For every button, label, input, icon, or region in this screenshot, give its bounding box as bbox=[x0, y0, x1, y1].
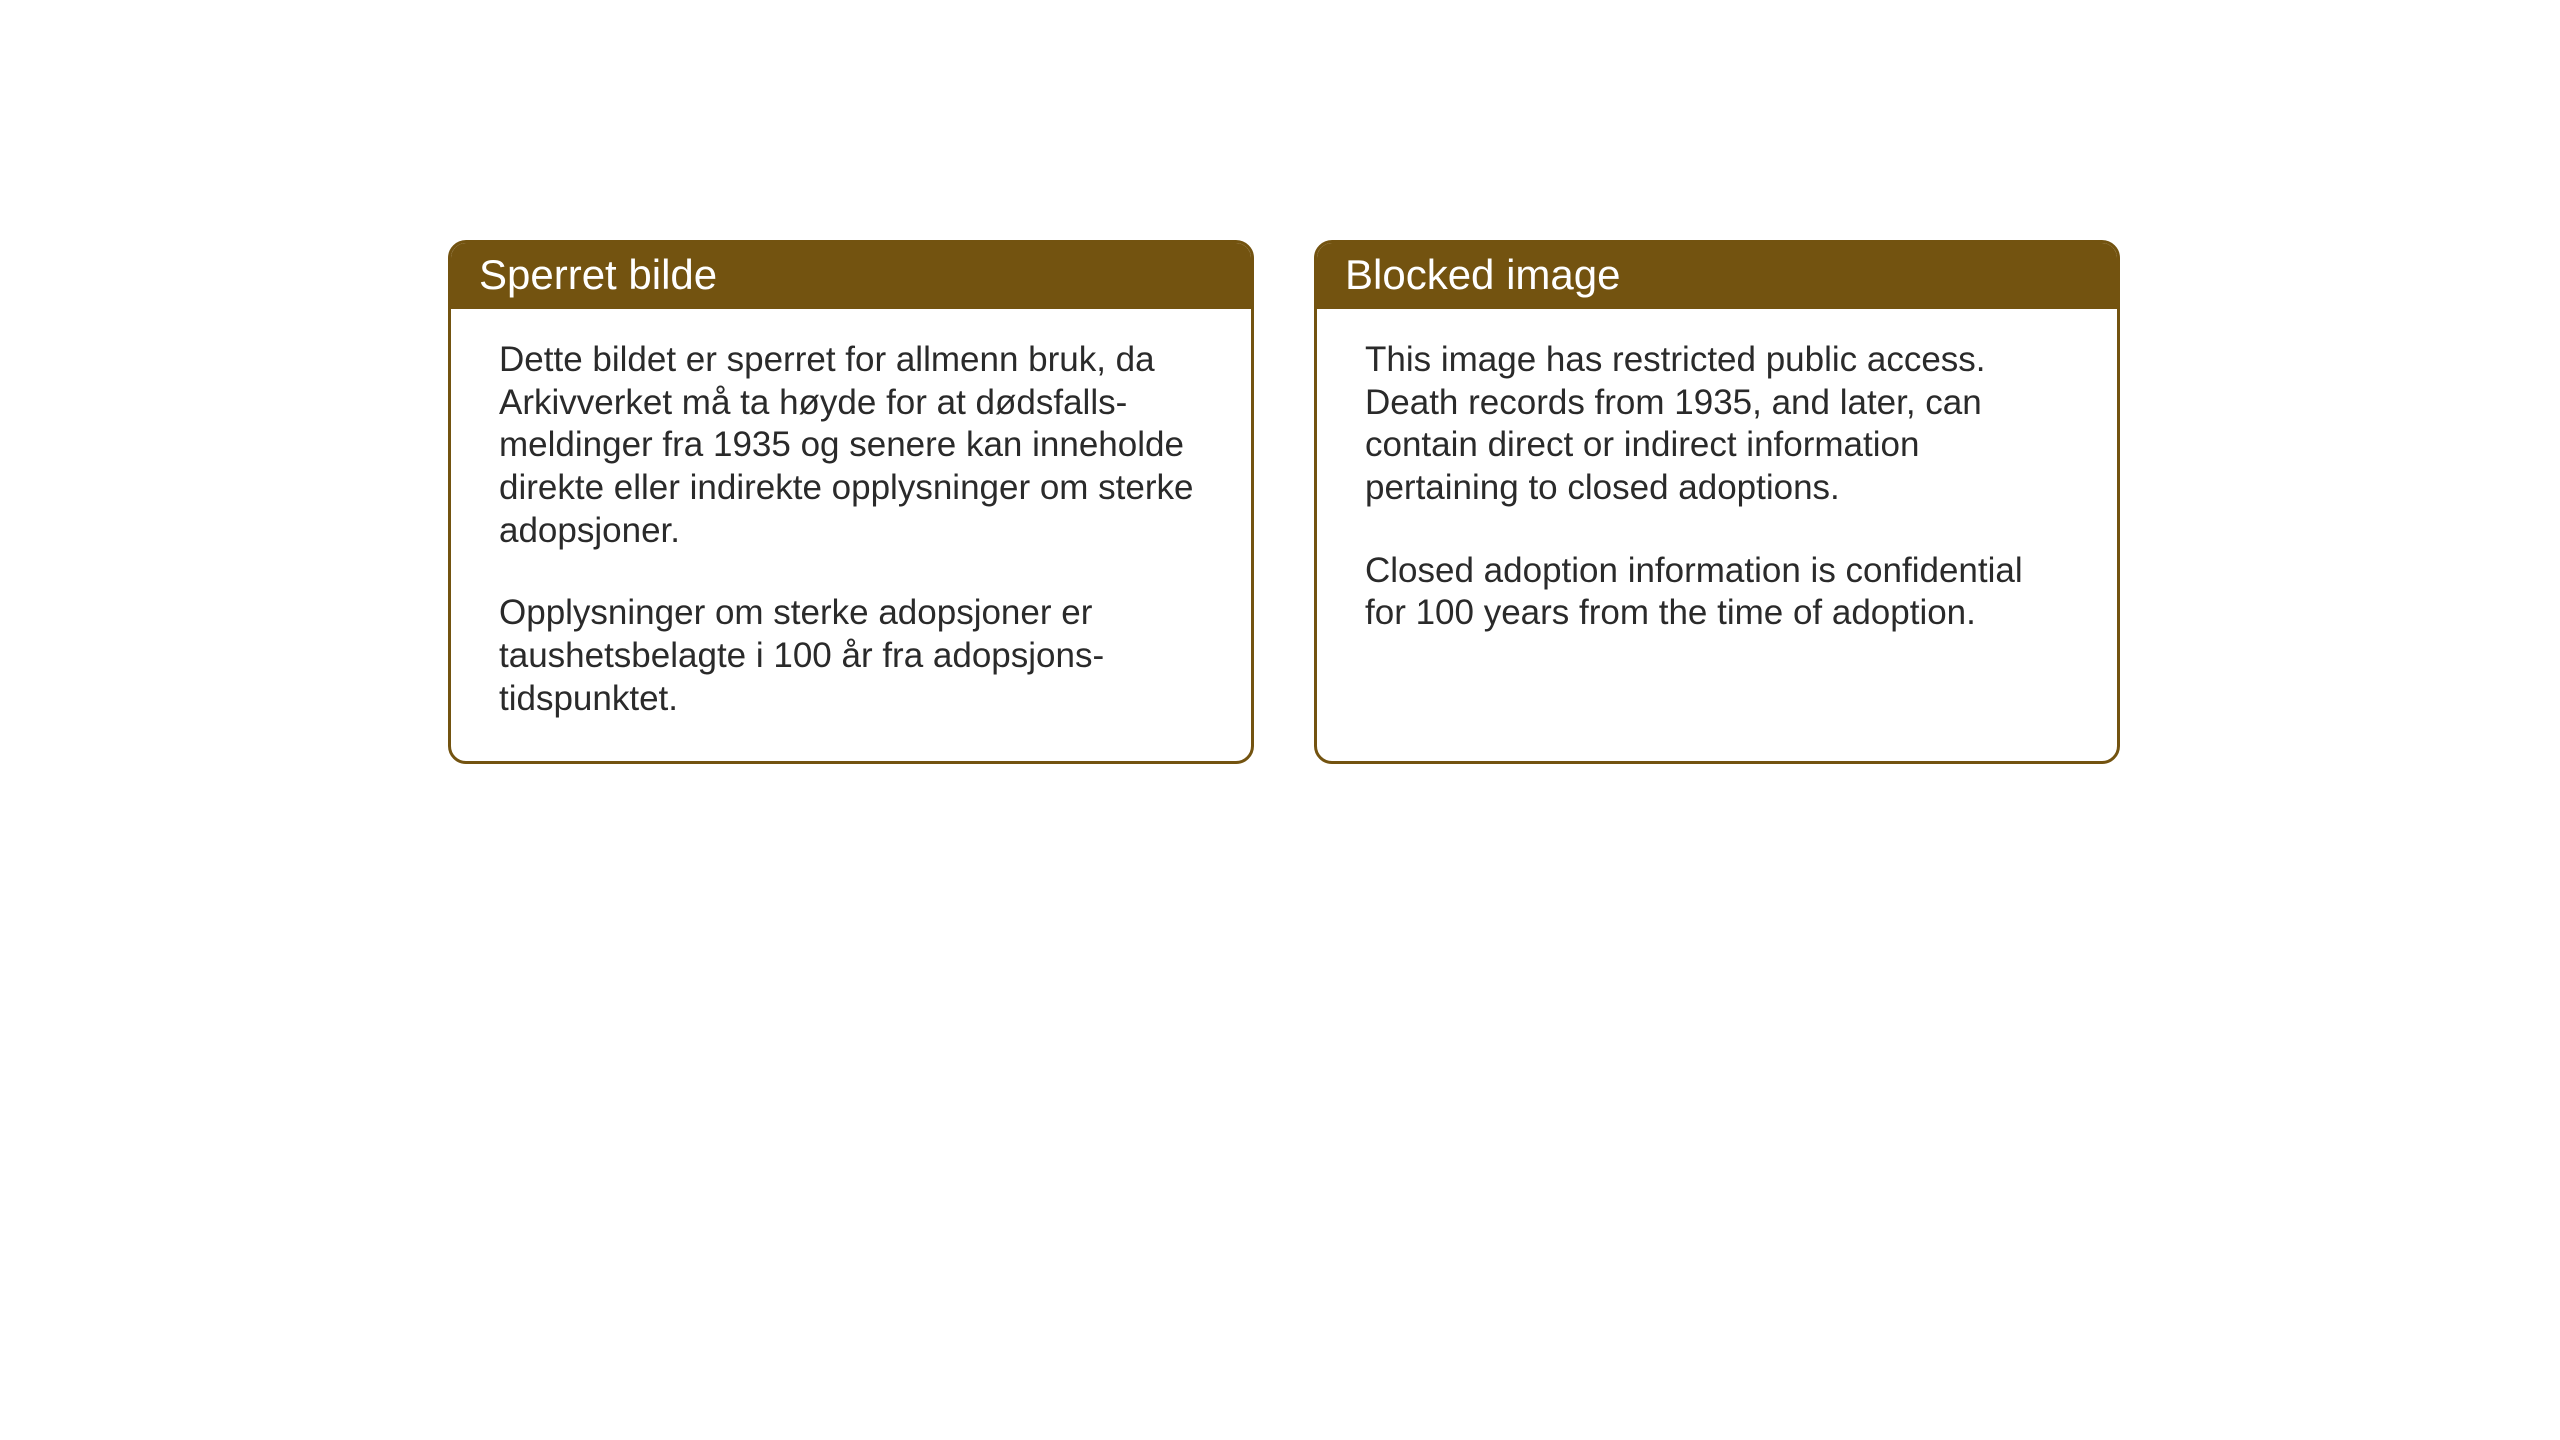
card-paragraph-1-english: This image has restricted public access.… bbox=[1365, 339, 2069, 510]
notice-container: Sperret bilde Dette bildet er sperret fo… bbox=[448, 240, 2120, 764]
card-body-english: This image has restricted public access.… bbox=[1317, 309, 2117, 744]
card-paragraph-2-norwegian: Opplysninger om sterke adopsjoner er tau… bbox=[499, 592, 1203, 720]
card-paragraph-2-english: Closed adoption information is confident… bbox=[1365, 550, 2069, 635]
card-header-norwegian: Sperret bilde bbox=[451, 243, 1251, 309]
card-body-norwegian: Dette bildet er sperret for allmenn bruk… bbox=[451, 309, 1251, 761]
card-title-english: Blocked image bbox=[1345, 251, 1620, 298]
card-header-english: Blocked image bbox=[1317, 243, 2117, 309]
card-title-norwegian: Sperret bilde bbox=[479, 251, 717, 298]
notice-card-english: Blocked image This image has restricted … bbox=[1314, 240, 2120, 764]
card-paragraph-1-norwegian: Dette bildet er sperret for allmenn bruk… bbox=[499, 339, 1203, 552]
notice-card-norwegian: Sperret bilde Dette bildet er sperret fo… bbox=[448, 240, 1254, 764]
